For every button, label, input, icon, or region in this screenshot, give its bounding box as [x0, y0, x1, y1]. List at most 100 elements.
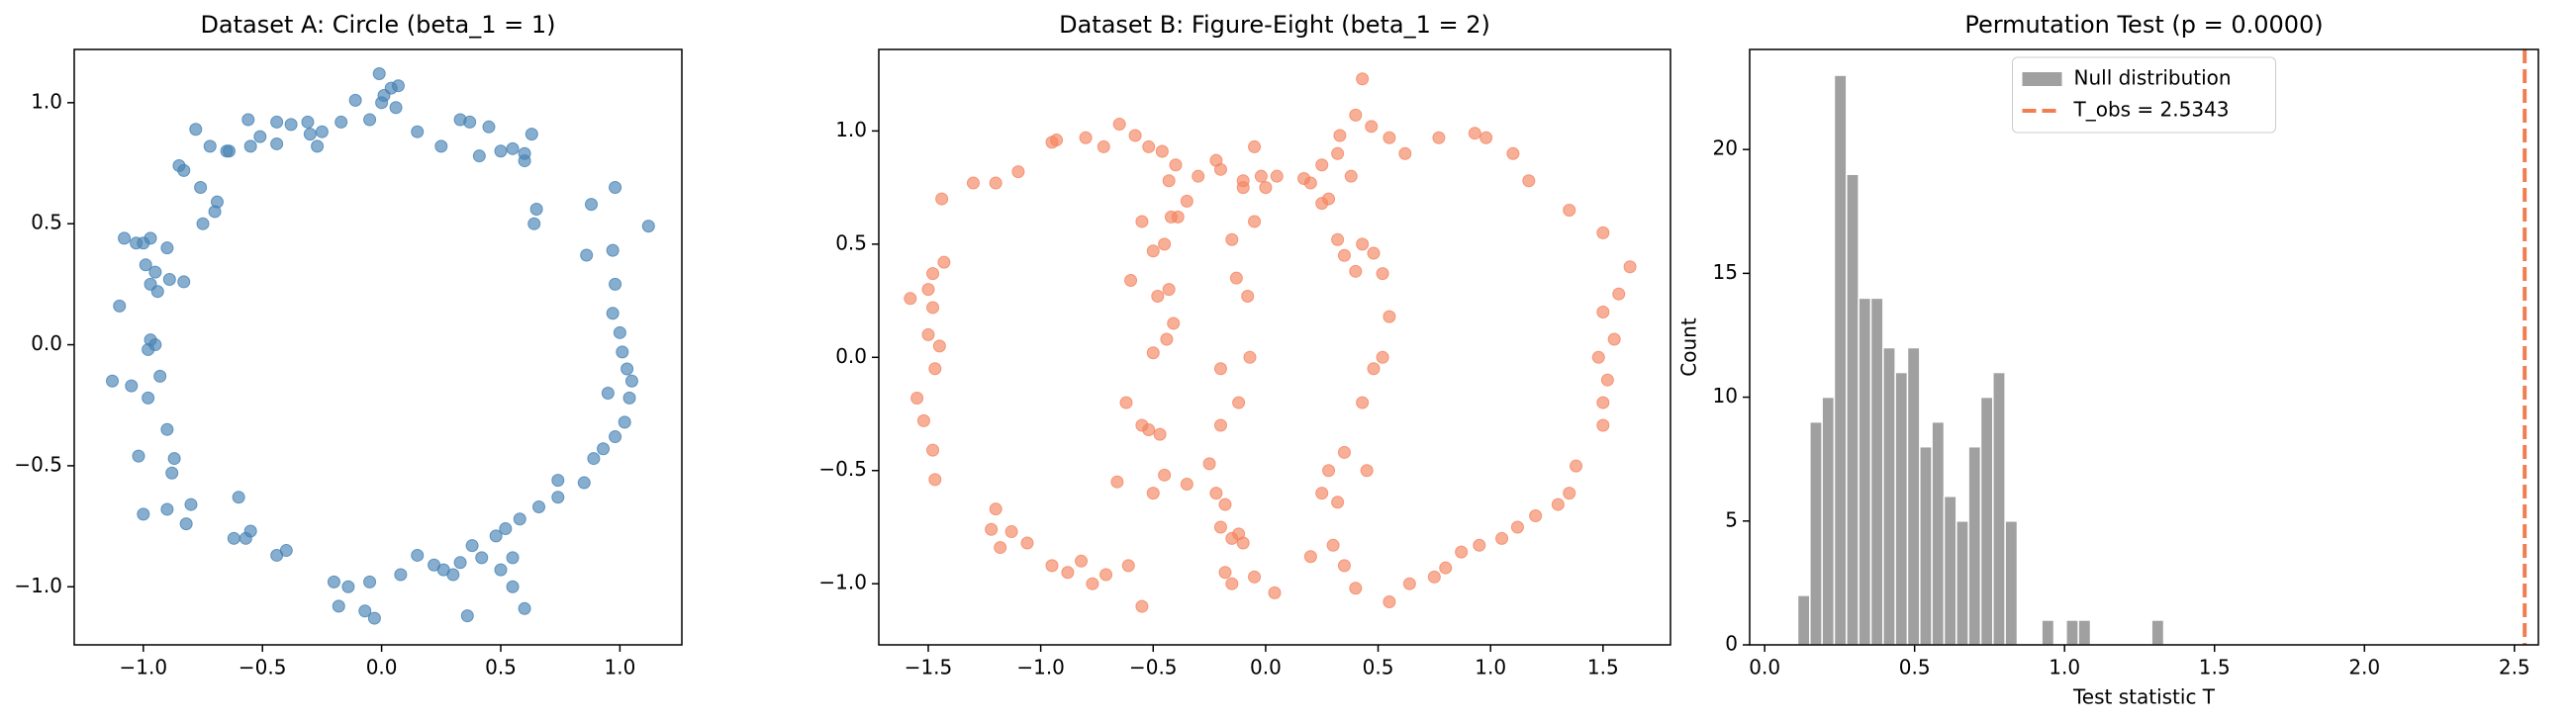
hist-bar [1833, 74, 1848, 646]
point [1612, 287, 1626, 301]
point [241, 113, 255, 127]
y-tick-label: 0.5 [835, 230, 867, 254]
hist-bar [1956, 520, 1969, 646]
point [624, 374, 638, 388]
legend-box [2012, 56, 2276, 134]
point [577, 476, 591, 490]
point [506, 580, 520, 593]
point [1209, 487, 1223, 500]
point [303, 128, 317, 141]
point [506, 551, 520, 565]
point [1303, 550, 1317, 564]
y-tick-label: 5 [1725, 507, 1738, 531]
point [620, 362, 634, 376]
point [989, 502, 1002, 516]
point [1333, 129, 1347, 142]
hist-bar [1858, 297, 1872, 646]
point [601, 386, 615, 400]
point [1124, 273, 1138, 287]
point [232, 491, 245, 504]
point [143, 231, 157, 245]
point [358, 604, 372, 618]
hist-bar [1931, 420, 1946, 646]
point [1146, 244, 1160, 258]
point [239, 531, 252, 545]
point [1383, 595, 1396, 609]
hist-bar [1919, 445, 1933, 646]
x-tick-label: −1.0 [1016, 656, 1065, 679]
hist-bar [1809, 420, 1823, 646]
point [391, 79, 405, 93]
point [1158, 468, 1172, 482]
point [926, 443, 940, 457]
point [1112, 118, 1126, 132]
point [494, 563, 508, 577]
point [465, 539, 479, 553]
point [1119, 396, 1133, 409]
point [153, 369, 167, 383]
point [179, 517, 193, 531]
point [332, 599, 345, 613]
point [475, 551, 489, 565]
hist-bar [1992, 371, 2006, 646]
point [1349, 582, 1363, 595]
legend-label: Null distribution [2074, 66, 2232, 90]
point [165, 466, 179, 480]
point [989, 176, 1002, 190]
point [1337, 248, 1351, 262]
point [137, 507, 150, 521]
point [203, 139, 217, 153]
point [1356, 237, 1370, 251]
x-tick-label: −0.5 [1129, 656, 1178, 679]
point [1254, 169, 1268, 183]
point [1367, 246, 1381, 260]
point [482, 120, 496, 134]
point [1259, 181, 1273, 195]
point [1591, 350, 1605, 364]
point [1248, 570, 1262, 584]
point [518, 601, 531, 615]
point [284, 118, 298, 132]
point [1479, 131, 1493, 144]
hist-bar [1906, 346, 1921, 646]
point [1050, 134, 1064, 147]
point [1135, 599, 1149, 613]
point [489, 529, 503, 543]
point [1596, 306, 1610, 319]
hist-bar [1894, 371, 1909, 646]
point [1551, 497, 1565, 511]
point [208, 205, 222, 219]
point [916, 413, 930, 427]
point [499, 522, 513, 536]
point [606, 307, 620, 320]
hist-bar [1882, 346, 1896, 646]
point [1376, 267, 1389, 281]
point [142, 391, 155, 405]
point [1209, 153, 1223, 167]
y-tick-label: 10 [1713, 384, 1738, 407]
point [587, 452, 601, 466]
point [1213, 520, 1227, 534]
point [1075, 554, 1089, 568]
point [453, 556, 467, 570]
hist-bar [1979, 396, 1994, 646]
point [618, 415, 631, 429]
point [1529, 509, 1543, 523]
point [1243, 350, 1257, 364]
point [1135, 215, 1149, 228]
point [1600, 373, 1614, 387]
point [1151, 289, 1165, 303]
y-tick-label: −0.5 [14, 452, 62, 476]
point [921, 283, 935, 297]
x-tick-label: 1.0 [604, 656, 635, 679]
point [311, 139, 325, 153]
y-tick-label: 0.0 [31, 331, 62, 355]
point [1596, 396, 1610, 409]
point [460, 609, 474, 623]
point [613, 325, 626, 339]
hist-bar [1821, 396, 1836, 646]
point [1158, 237, 1172, 251]
point [167, 452, 181, 466]
point [1376, 350, 1389, 364]
point [341, 580, 355, 593]
